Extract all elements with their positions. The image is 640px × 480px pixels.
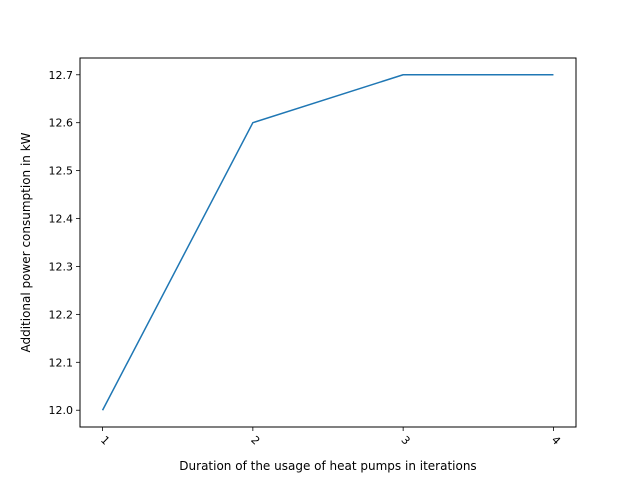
y-tick-label: 12.0 bbox=[49, 404, 74, 417]
plot-area-background bbox=[80, 58, 576, 427]
y-tick-label: 12.5 bbox=[49, 165, 74, 178]
y-tick-label: 12.3 bbox=[49, 260, 74, 273]
y-tick-label: 12.7 bbox=[49, 69, 74, 82]
series-line-0 bbox=[101, 74, 554, 411]
plot-frame bbox=[79, 57, 577, 428]
series-layer bbox=[101, 74, 554, 411]
y-axis-label: Additional power consumption in kW bbox=[19, 132, 33, 352]
y-axis-ticks: 12.0 12.1 12.2 12.3 12.4 12.5 12.6 12.7 bbox=[49, 69, 80, 417]
y-tick-label: 12.1 bbox=[49, 356, 74, 369]
y-tick-label: 12.6 bbox=[49, 117, 74, 130]
y-tick-label: 12.4 bbox=[49, 213, 74, 226]
x-axis-label: Duration of the usage of heat pumps in i… bbox=[179, 459, 476, 473]
y-tick-label: 12.2 bbox=[49, 308, 74, 321]
